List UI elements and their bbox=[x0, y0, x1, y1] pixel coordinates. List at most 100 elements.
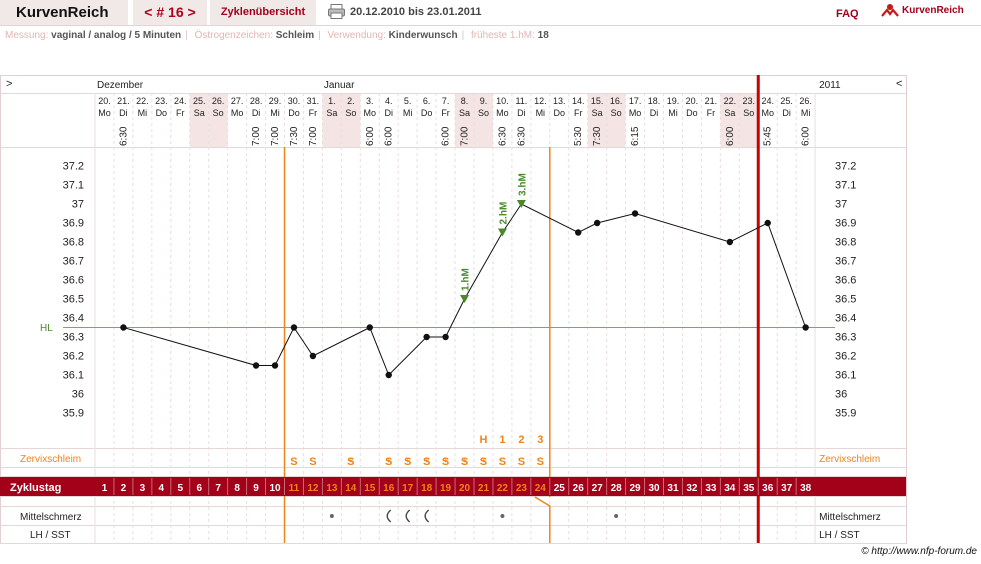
mucus-peak-label: H bbox=[479, 434, 487, 446]
y-tick-left: 36.8 bbox=[63, 237, 84, 249]
weekday-label: Do bbox=[686, 108, 698, 118]
temperature-point bbox=[764, 219, 771, 227]
y-tick-left: 37.1 bbox=[63, 180, 84, 192]
y-tick-left: 36.6 bbox=[63, 275, 84, 287]
y-tick-left: 36.5 bbox=[63, 294, 84, 306]
higher-mark-label: 1.hM bbox=[461, 268, 472, 291]
day-number: 16. bbox=[610, 96, 623, 106]
y-tick-right: 37 bbox=[835, 199, 847, 211]
mucus-mark: S bbox=[385, 456, 392, 468]
cycle-day-number: 13 bbox=[326, 483, 338, 494]
date-range: 20.12.2010 bis 23.01.2011 bbox=[350, 6, 482, 18]
cycle-day-number: 33 bbox=[705, 483, 717, 494]
y-tick-right: 36.3 bbox=[835, 332, 856, 344]
top-bar: KurvenReich < # 16 > Zyklenübersicht 20.… bbox=[0, 0, 981, 26]
day-number: 21. bbox=[705, 96, 718, 106]
cycle-day-number: 25 bbox=[554, 483, 566, 494]
weekday-label: Sa bbox=[592, 108, 603, 118]
y-tick-right: 36.1 bbox=[835, 370, 856, 382]
cycle-day-number: 26 bbox=[573, 483, 585, 494]
cycle-day-number: 5 bbox=[177, 483, 183, 494]
y-tick-right: 36.5 bbox=[835, 294, 856, 306]
mucus-mark: S bbox=[442, 456, 449, 468]
temperature-point bbox=[802, 324, 809, 331]
day-number: 5. bbox=[404, 96, 412, 106]
lh-sst-label-left: LH / SST bbox=[30, 530, 71, 541]
cycle-day-number: 38 bbox=[800, 483, 812, 494]
measure-label: Messung: bbox=[5, 30, 49, 41]
logo[interactable]: KurvenReich bbox=[0, 0, 128, 25]
weekday-label: Mo bbox=[364, 108, 377, 118]
footer-credit: © http://www.nfp-forum.de bbox=[861, 546, 977, 557]
cycle-overview-tab[interactable]: Zyklenübersicht bbox=[210, 0, 316, 25]
cycle-day-number: 36 bbox=[762, 483, 774, 494]
printer-icon[interactable] bbox=[328, 4, 345, 19]
day-number: 2. bbox=[347, 96, 355, 106]
day-number: 30. bbox=[288, 96, 301, 106]
measure-time: 7:30 bbox=[592, 126, 603, 146]
month-label-january: Januar bbox=[324, 80, 355, 91]
cycle-navigation[interactable]: < # 16 > bbox=[133, 0, 207, 25]
mucus-plus-mark: + bbox=[405, 456, 410, 465]
estrogen-label: Östrogenzeichen: bbox=[194, 30, 273, 41]
day-number: 21. bbox=[117, 96, 130, 106]
weekend-cell bbox=[606, 93, 626, 147]
y-tick-right: 36.2 bbox=[835, 351, 856, 363]
weekday-label: Fr bbox=[574, 108, 583, 118]
mucus-mark: S bbox=[309, 456, 316, 468]
cycle-day-number: 30 bbox=[648, 483, 660, 494]
day-number: 6. bbox=[423, 96, 431, 106]
cycle-parameters: Messung: vaginal / analog / 5 Minuten | Ö… bbox=[5, 30, 549, 41]
temperature-curve bbox=[123, 203, 807, 376]
day-number: 26. bbox=[799, 96, 812, 106]
day-number: 15. bbox=[591, 96, 604, 106]
measure-time: 6:30 bbox=[118, 126, 129, 146]
mucus-mark: S bbox=[290, 456, 297, 468]
measure-time: 5:30 bbox=[573, 126, 584, 146]
cycle-nav-label[interactable]: < # 16 > bbox=[144, 4, 196, 20]
nav-next-arrow: < bbox=[896, 78, 902, 90]
temperature-point bbox=[631, 210, 639, 217]
y-tick-left: 36.9 bbox=[63, 218, 84, 230]
mucus-mark: S bbox=[537, 456, 544, 468]
day-number: 13. bbox=[553, 96, 566, 106]
measure-time: 7:00 bbox=[251, 126, 262, 146]
lh-sst-label-right: LH / SST bbox=[819, 530, 860, 541]
brand-logo[interactable]: KurvenReich bbox=[880, 2, 981, 22]
earliest-hm-label: früheste 1.hM: bbox=[470, 30, 535, 41]
temperature-point bbox=[593, 219, 601, 227]
weekday-label: Di bbox=[782, 108, 791, 118]
y-tick-right: 35.9 bbox=[835, 408, 856, 420]
cycle-day-number: 34 bbox=[724, 483, 736, 494]
temperature-point bbox=[385, 371, 392, 379]
y-tick-right: 37.1 bbox=[835, 180, 856, 192]
temperature-point bbox=[309, 352, 317, 360]
cycle-day-number: 29 bbox=[630, 483, 642, 494]
cycle-day-number: 8 bbox=[234, 483, 240, 494]
cycle-day-number: 23 bbox=[516, 483, 528, 494]
temperature-point bbox=[726, 238, 734, 246]
day-number: 22. bbox=[136, 96, 149, 106]
temperature-point bbox=[290, 324, 298, 331]
mucus-mark: S bbox=[518, 456, 525, 468]
weekend-cell bbox=[208, 93, 228, 147]
day-number: 23. bbox=[743, 96, 756, 106]
higher-mark-triangle bbox=[460, 295, 470, 303]
weekend-cell bbox=[189, 93, 209, 147]
measure-time: 6:00 bbox=[441, 126, 452, 146]
weekday-label: Di bbox=[252, 108, 261, 118]
mucus-plus-mark: + bbox=[443, 456, 448, 465]
weekend-cell bbox=[720, 93, 740, 147]
weekday-label: Sa bbox=[459, 108, 470, 118]
cycle-day-number: 20 bbox=[459, 483, 471, 494]
day-number: 11. bbox=[515, 96, 527, 106]
mittelschmerz-crescent-icon bbox=[424, 509, 430, 523]
measure-time: 7:00 bbox=[270, 126, 281, 146]
measure-time: 5:45 bbox=[763, 126, 774, 146]
usage-label: Verwendung: bbox=[327, 30, 386, 41]
y-tick-left: 36 bbox=[72, 389, 84, 401]
faq-link[interactable]: FAQ bbox=[836, 8, 859, 20]
weekday-label: Di bbox=[517, 108, 526, 118]
day-number: 9. bbox=[480, 96, 488, 106]
day-number: 4. bbox=[385, 96, 393, 106]
